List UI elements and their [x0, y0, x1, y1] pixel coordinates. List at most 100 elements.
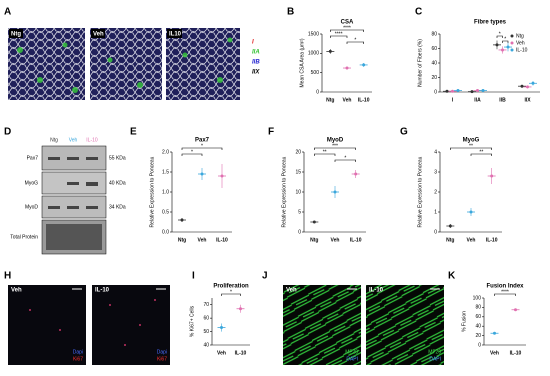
- x-tick-label: IIX: [524, 97, 531, 103]
- panel-letter: H: [4, 271, 11, 282]
- image-label: IL10: [169, 32, 182, 38]
- x-tick-label: IL-10: [350, 237, 362, 243]
- y-tick-label: 0: [434, 89, 437, 95]
- sig-bracket: [346, 41, 364, 44]
- x-tick-label: IL-10: [486, 237, 498, 243]
- bands: [46, 157, 102, 250]
- panel-letter: B: [287, 7, 294, 18]
- micrographs-j: [283, 285, 444, 365]
- x-tick-label: Veh: [331, 237, 340, 243]
- y-axis-label: Relative Expression to Ponceau: [417, 156, 423, 227]
- legend-marker: [510, 34, 514, 38]
- panel-letter: J: [262, 271, 268, 282]
- x-tick-label: Ntg: [446, 237, 454, 243]
- sig-bracket: [334, 159, 356, 162]
- panel-letter: C: [415, 7, 422, 18]
- sig-bracket: [450, 147, 492, 150]
- sig-bracket: [181, 147, 223, 150]
- y-tick-label: 3: [434, 169, 437, 175]
- row-label: Pax7: [27, 155, 39, 161]
- data-point: [493, 331, 496, 335]
- fiber-legend: IIB: [252, 60, 260, 66]
- legend-label: Ntg: [516, 33, 524, 39]
- image-label: Veh: [93, 32, 104, 38]
- sig-bracket: [314, 147, 356, 150]
- y-tick-label: 2: [434, 189, 437, 195]
- sig-label: *: [344, 155, 346, 161]
- data-point: [456, 89, 460, 93]
- micrographs-a: Ntg Veh IL10: [8, 28, 240, 100]
- chart-title: Pax7: [195, 138, 210, 144]
- chart-title: Fibre types: [474, 20, 507, 26]
- x-tick-label: Veh: [343, 97, 352, 103]
- y-tick-label: 80: [431, 31, 437, 37]
- row-label: MyoD: [25, 204, 38, 210]
- size-label: 34 KDa: [109, 204, 126, 210]
- stain-label: Ki67: [73, 356, 83, 362]
- ki67-nuclei: [29, 299, 156, 346]
- y-tick-label: 100: [473, 295, 482, 301]
- data-point: [220, 174, 224, 178]
- data-point: [501, 48, 504, 52]
- data-point: [220, 326, 223, 330]
- data-point: [490, 174, 494, 178]
- x-tick-label: IL-10: [235, 350, 247, 356]
- data-point: [514, 308, 517, 312]
- sig-bracket: [181, 153, 203, 156]
- y-tick-label: 20: [295, 149, 301, 155]
- x-tick-label: Veh: [198, 237, 207, 243]
- western-blot: [41, 145, 107, 255]
- sig-label: *: [230, 289, 232, 295]
- micrograph: [283, 285, 361, 365]
- legend-marker: [510, 41, 514, 45]
- label-bg: [91, 29, 105, 38]
- panel-letter: E: [130, 127, 137, 138]
- y-axis-label: % Fusion: [461, 311, 467, 332]
- y-tick-label: 40: [475, 324, 481, 330]
- stain-label: DAPI: [429, 356, 441, 362]
- data-point: [345, 66, 349, 70]
- y-tick-label: 4: [434, 149, 437, 155]
- data-point: [520, 84, 524, 88]
- panel-letter: A: [4, 7, 11, 18]
- size-label: 40 KDa: [109, 180, 126, 186]
- micrograph: [8, 28, 85, 100]
- micrograph: [366, 285, 444, 365]
- sig-bracket: [330, 29, 364, 32]
- x-tick-label: IL-10: [216, 237, 228, 243]
- y-tick-label: 60: [475, 314, 481, 320]
- sig-label: *: [354, 37, 356, 43]
- legend-label: IL-10: [516, 47, 528, 53]
- y-tick-label: 10: [295, 189, 301, 195]
- data-point: [180, 218, 184, 222]
- size-label: 55 KDa: [109, 155, 126, 161]
- x-tick-label: Veh: [467, 237, 476, 243]
- legend-marker: [510, 48, 514, 52]
- y-tick-label: 20: [475, 333, 481, 339]
- data-point: [445, 89, 449, 93]
- x-tick-label: Ntg: [178, 237, 186, 243]
- data-point: [312, 220, 316, 224]
- chart-title: MyoG: [463, 138, 480, 144]
- lane-label: Veh: [69, 137, 78, 143]
- label-bg: [9, 29, 23, 38]
- x-tick-label: IL-10: [510, 350, 522, 356]
- y-tick-label: 0.0: [162, 229, 169, 235]
- legend-label: Veh: [516, 40, 525, 46]
- sig-label: *: [499, 31, 501, 37]
- stain-label: Dapi: [73, 349, 83, 355]
- image-label: Veh: [11, 288, 22, 294]
- sig-label: ****: [501, 289, 509, 295]
- y-tick-label: 1000: [308, 51, 319, 57]
- data-point: [526, 85, 529, 89]
- data-point: [239, 307, 242, 311]
- image-label: IL-10: [95, 288, 110, 294]
- x-tick-label: IIB: [499, 97, 506, 103]
- y-tick-label: 1: [434, 209, 437, 215]
- y-tick-label: 0.5: [162, 209, 169, 215]
- data-point: [481, 89, 485, 93]
- label-bg: [167, 29, 182, 38]
- panel-letter: D: [4, 127, 11, 138]
- panel-letter: F: [268, 127, 274, 138]
- y-axis-label: % Ki67+ Cells: [189, 305, 195, 337]
